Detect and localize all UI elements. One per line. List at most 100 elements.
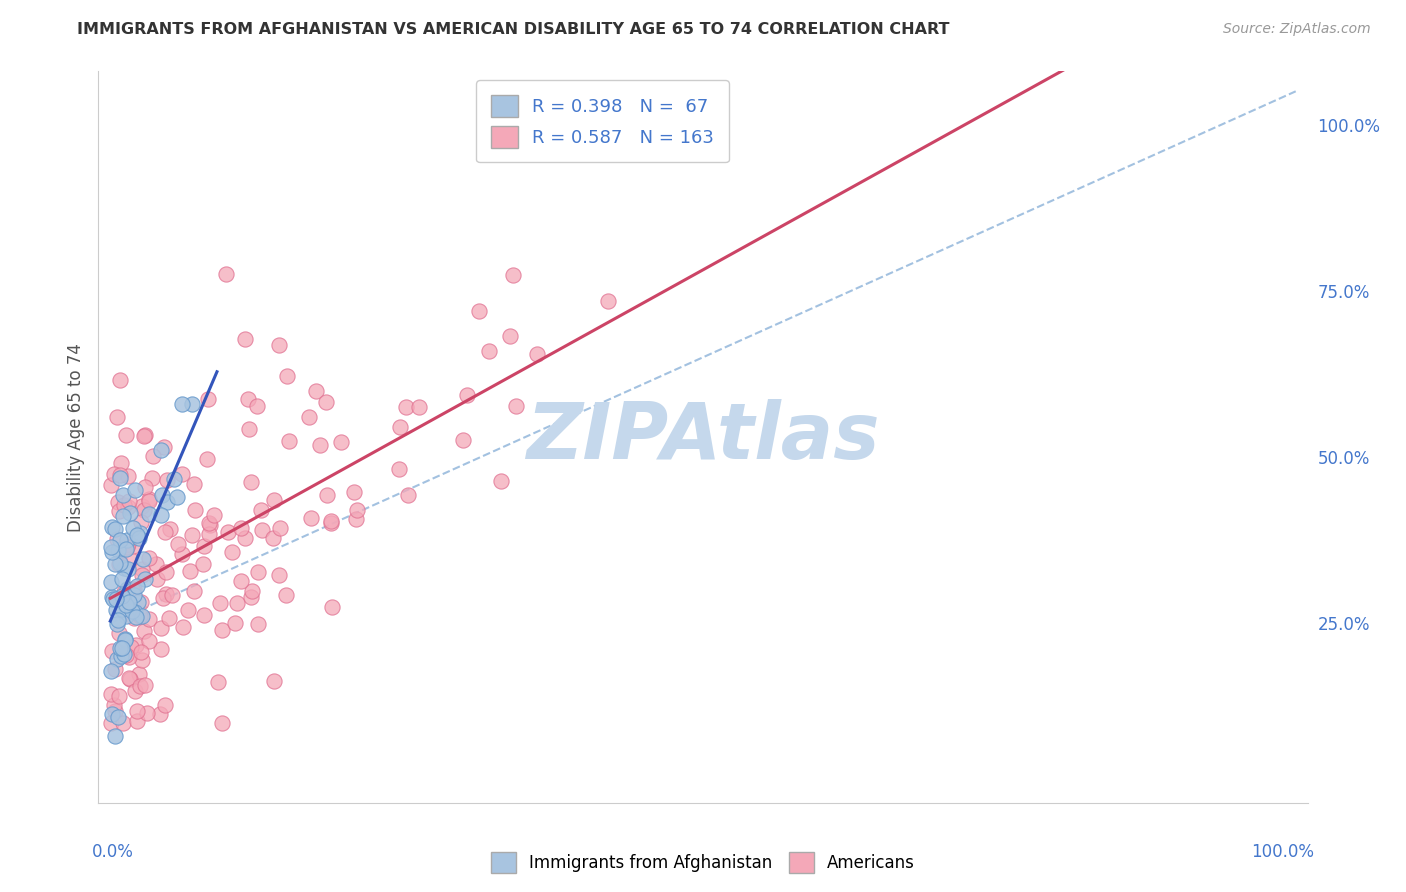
Point bbox=[138, 492, 160, 507]
Text: IMMIGRANTS FROM AFGHANISTAN VS AMERICAN DISABILITY AGE 65 TO 74 CORRELATION CHAR: IMMIGRANTS FROM AFGHANISTAN VS AMERICAN … bbox=[77, 22, 950, 37]
Point bbox=[197, 392, 219, 406]
Point bbox=[214, 268, 236, 282]
Point bbox=[202, 508, 225, 522]
Point bbox=[118, 494, 141, 508]
Y-axis label: Disability Age 65 to 74: Disability Age 65 to 74 bbox=[66, 343, 84, 532]
Point bbox=[121, 539, 143, 553]
Point bbox=[112, 498, 135, 512]
Point bbox=[131, 562, 153, 576]
Point bbox=[274, 588, 297, 602]
Point bbox=[101, 644, 124, 658]
Point bbox=[103, 467, 125, 481]
Point bbox=[166, 490, 188, 504]
Point bbox=[108, 533, 131, 547]
Point bbox=[491, 474, 513, 488]
Point bbox=[131, 552, 153, 566]
Point bbox=[127, 579, 149, 593]
Point bbox=[131, 653, 153, 667]
Point bbox=[211, 623, 233, 637]
Point bbox=[239, 475, 262, 489]
Point bbox=[138, 550, 160, 565]
Point bbox=[115, 427, 138, 442]
Point bbox=[111, 602, 134, 616]
Point bbox=[408, 400, 430, 414]
Point bbox=[107, 504, 129, 518]
Point bbox=[179, 564, 201, 578]
Point bbox=[128, 525, 150, 540]
Point bbox=[389, 420, 412, 434]
Point bbox=[150, 443, 173, 458]
Point bbox=[110, 373, 132, 387]
Point bbox=[217, 524, 239, 539]
Point bbox=[107, 613, 129, 627]
Point bbox=[183, 477, 205, 491]
Point bbox=[211, 716, 233, 731]
Point bbox=[114, 632, 136, 646]
Point bbox=[105, 652, 128, 666]
Point bbox=[108, 689, 131, 703]
Point bbox=[138, 633, 160, 648]
Point bbox=[103, 704, 125, 718]
Point bbox=[308, 438, 330, 452]
Point bbox=[155, 587, 177, 601]
Point bbox=[319, 514, 342, 528]
Point bbox=[124, 605, 146, 619]
Point bbox=[110, 648, 132, 663]
Point bbox=[101, 545, 124, 559]
Point bbox=[117, 562, 139, 576]
Point bbox=[155, 698, 177, 713]
Point bbox=[112, 509, 135, 524]
Point bbox=[150, 621, 173, 635]
Point bbox=[451, 433, 474, 447]
Point bbox=[122, 582, 145, 597]
Point bbox=[115, 541, 138, 556]
Point bbox=[343, 485, 366, 500]
Point bbox=[108, 468, 131, 483]
Point bbox=[104, 662, 127, 676]
Point bbox=[107, 494, 129, 508]
Text: ZIPAtlas: ZIPAtlas bbox=[526, 399, 880, 475]
Point bbox=[100, 706, 122, 721]
Point bbox=[118, 671, 141, 685]
Point bbox=[101, 590, 124, 604]
Point bbox=[388, 462, 411, 476]
Point bbox=[134, 428, 156, 442]
Point bbox=[129, 608, 152, 623]
Text: Source: ZipAtlas.com: Source: ZipAtlas.com bbox=[1223, 22, 1371, 37]
Point bbox=[129, 679, 152, 693]
Point bbox=[107, 542, 129, 557]
Legend: R = 0.398   N =  67, R = 0.587   N = 163: R = 0.398 N = 67, R = 0.587 N = 163 bbox=[477, 80, 728, 162]
Point bbox=[128, 531, 150, 545]
Point bbox=[267, 567, 290, 582]
Point bbox=[134, 572, 156, 586]
Point bbox=[101, 520, 124, 534]
Point bbox=[111, 589, 134, 603]
Point bbox=[346, 503, 368, 517]
Point bbox=[238, 422, 260, 436]
Point bbox=[124, 483, 146, 497]
Point bbox=[100, 664, 122, 678]
Point bbox=[117, 650, 139, 665]
Point bbox=[122, 521, 145, 535]
Point bbox=[117, 500, 139, 514]
Point bbox=[125, 528, 148, 542]
Point bbox=[111, 595, 134, 609]
Point bbox=[127, 595, 149, 609]
Point bbox=[129, 645, 152, 659]
Point bbox=[315, 395, 337, 409]
Point bbox=[499, 328, 522, 343]
Point bbox=[128, 666, 150, 681]
Point bbox=[145, 557, 167, 571]
Point bbox=[263, 674, 285, 689]
Point bbox=[122, 582, 145, 597]
Point bbox=[100, 716, 122, 731]
Text: 0.0%: 0.0% bbox=[93, 843, 134, 861]
Point bbox=[131, 609, 153, 624]
Point bbox=[127, 704, 149, 718]
Point bbox=[526, 347, 548, 361]
Point bbox=[111, 716, 134, 731]
Point bbox=[122, 589, 145, 603]
Point bbox=[198, 518, 221, 533]
Point bbox=[118, 507, 141, 521]
Point bbox=[115, 609, 138, 624]
